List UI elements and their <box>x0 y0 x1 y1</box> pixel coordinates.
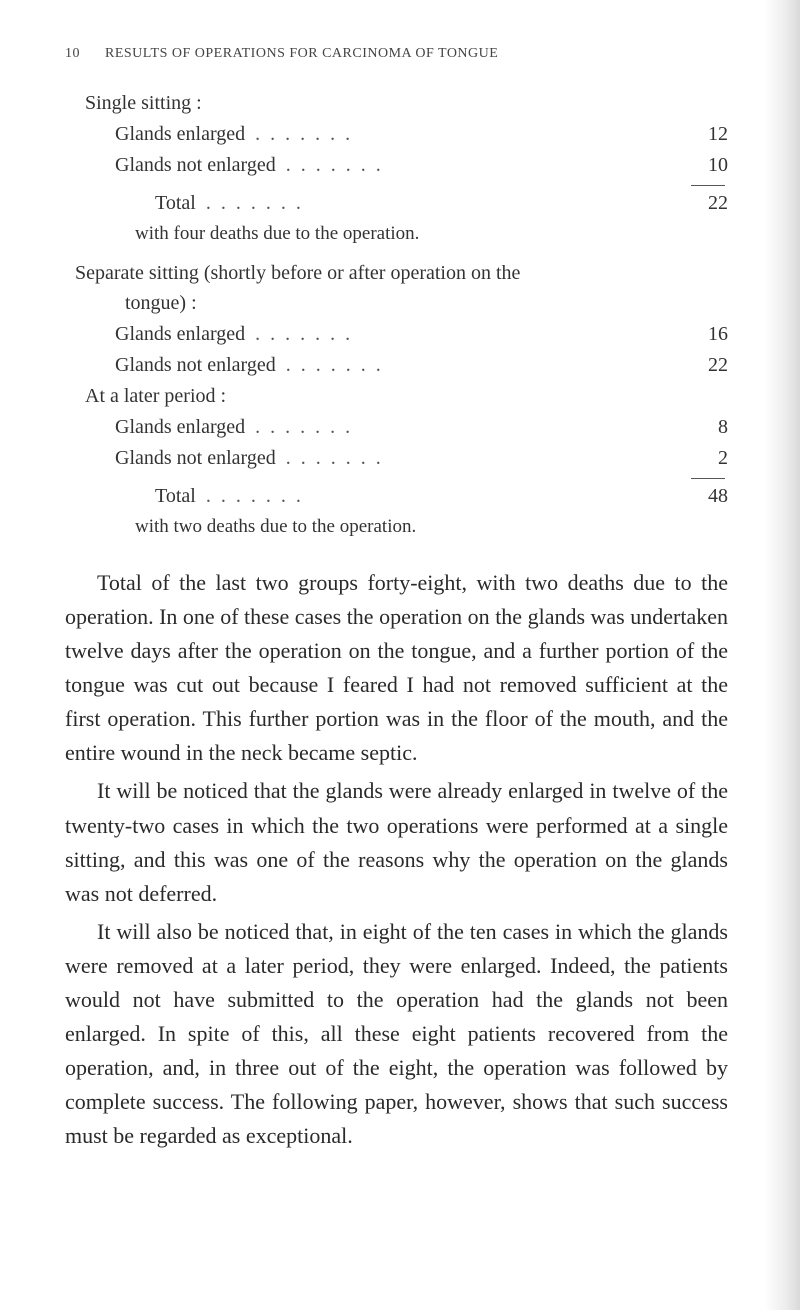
leader-dots: ....... <box>255 412 678 443</box>
row-label: Glands not enlarged <box>115 150 276 181</box>
row-value: 8 <box>688 412 728 443</box>
body-text: Total of the last two groups forty-eight… <box>65 566 728 1154</box>
data-block-1: Single sitting : Glands enlarged .......… <box>65 88 728 248</box>
paragraph: It will be noticed that the glands were … <box>65 774 728 910</box>
group-title-cont: tongue) : <box>125 288 728 319</box>
running-head-text: RESULTS OF OPERATIONS FOR CARCINOMA OF T… <box>105 46 498 62</box>
row-value: 48 <box>688 481 728 512</box>
running-header: 10 RESULTS OF OPERATIONS FOR CARCINOMA O… <box>65 46 728 62</box>
leader-dots: ....... <box>286 150 678 181</box>
leader-dots: ....... <box>286 443 678 474</box>
row-value: 10 <box>688 150 728 181</box>
page: 10 RESULTS OF OPERATIONS FOR CARCINOMA O… <box>0 0 800 1310</box>
table-row: Glands enlarged ....... 8 <box>115 412 728 443</box>
table-row: Glands not enlarged ....... 2 <box>115 443 728 474</box>
paragraph: It will also be noticed that, in eight o… <box>65 915 728 1154</box>
row-value: 12 <box>688 119 728 150</box>
block-note: with two deaths due to the operation. <box>135 512 728 541</box>
subtotal-rule <box>691 185 725 186</box>
row-value: 22 <box>688 350 728 381</box>
row-label: Total <box>155 481 196 512</box>
table-row: Glands not enlarged ....... 10 <box>115 150 728 181</box>
row-label: Glands enlarged <box>115 412 245 443</box>
row-value: 22 <box>688 188 728 219</box>
table-row: Glands enlarged ....... 16 <box>115 319 728 350</box>
data-block-2: Separate sitting (shortly before or afte… <box>65 258 728 541</box>
group-title: Separate sitting (shortly before or afte… <box>75 258 728 288</box>
leader-dots: ....... <box>286 350 678 381</box>
subtotal-rule <box>691 478 725 479</box>
paragraph: Total of the last two groups forty-eight… <box>65 566 728 771</box>
leader-dots: ....... <box>206 188 678 219</box>
sub-group-title: At a later period : <box>85 381 728 412</box>
row-label: Glands enlarged <box>115 319 245 350</box>
block-note: with four deaths due to the operation. <box>135 219 728 248</box>
binding-shadow <box>764 0 800 1310</box>
row-label: Glands not enlarged <box>115 350 276 381</box>
row-value: 16 <box>688 319 728 350</box>
leader-dots: ....... <box>206 481 678 512</box>
table-row: Glands enlarged ....... 12 <box>115 119 728 150</box>
total-row: Total ....... 48 <box>155 481 728 512</box>
row-label: Glands not enlarged <box>115 443 276 474</box>
row-label: Total <box>155 188 196 219</box>
leader-dots: ....... <box>255 119 678 150</box>
total-row: Total ....... 22 <box>155 188 728 219</box>
row-label: Glands enlarged <box>115 119 245 150</box>
table-row: Glands not enlarged ....... 22 <box>115 350 728 381</box>
leader-dots: ....... <box>255 319 678 350</box>
row-value: 2 <box>688 443 728 474</box>
group-title: Single sitting : <box>85 88 728 119</box>
page-number: 10 <box>65 46 105 62</box>
